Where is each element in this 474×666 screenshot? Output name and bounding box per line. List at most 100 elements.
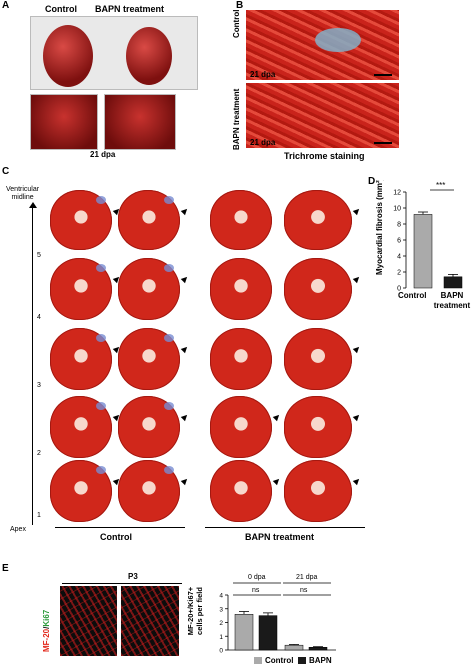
arrowhead-marker [180,476,190,486]
panel-d-chart: Myocardial fibrosis (mm²) 0 2 4 6 8 10 12 *** [375,180,463,293]
panel-c-level-3: 3 [37,382,41,389]
panel-d-y-axis: 0 2 4 6 8 10 12 [393,190,407,293]
panel-e-stain-green: Ki67 [42,609,51,627]
panel-a-control-label: Control [45,4,77,14]
y-tick-label: 2 [219,620,223,627]
y-tick-label: 4 [397,254,401,261]
y-tick-label: 10 [393,206,401,213]
y-tick-label: 0 [219,648,223,655]
panel-c-treatment-label: BAPN treatment [245,532,315,542]
arrowhead-marker [272,476,282,486]
y-tick-label: 0 [397,286,401,293]
arrowhead-marker [180,412,190,422]
panel-e-ns-0dpa: ns [252,587,260,594]
arrowhead-marker [352,274,362,284]
panel-e-p3-label: P3 [128,572,138,581]
arrowhead-marker [180,274,190,284]
panel-a-label: A [2,0,10,11]
panel-c-axis-line [32,205,33,525]
panel-d-ylabel: Myocardial fibrosis (mm²) [375,180,384,275]
y-tick-label: 8 [397,222,401,229]
heart-section [118,190,180,250]
panel-e-label: E [2,563,9,574]
bar [234,614,254,651]
panel-a-treatment-label: BAPN treatment [95,4,165,14]
panel-a-treatment-closeup [104,94,176,150]
heart-section [284,258,352,320]
heart-section [118,328,180,390]
heart-section [284,396,352,458]
panel-c-bottom-axis-label: Apex [10,526,26,533]
panel-d-label: D [368,176,376,187]
arrowhead-marker [352,344,362,354]
panel-d-xlabel-bapn: BAPN treatment [433,291,471,310]
panel-b-label: B [236,0,244,11]
heart-section [210,258,272,320]
heart-section [284,328,352,390]
panel-c-label: C [2,166,10,177]
panel-e-group-0dpa: 0 dpa [248,574,266,581]
panel-b-scale-bar-top [374,74,392,76]
bar [443,276,463,289]
bar [413,214,433,289]
legend-swatch-bapn [298,657,306,664]
panel-b-control-label: Control [232,9,241,38]
legend-control: Control [265,656,294,665]
panel-c-level-4: 4 [37,314,41,321]
panel-a-whole-hearts-photo [30,16,198,90]
panel-c-top-axis-label: Ventricular midline [6,186,40,201]
panel-c-level-1: 1 [37,512,41,519]
panel-e-stain-red: MF-20 [42,628,51,652]
bar [284,644,304,651]
panel-a-timepoint: 21 dpa [90,150,116,159]
legend-swatch-control [254,657,262,664]
heart-section [50,190,112,250]
bar [308,647,328,651]
heart-section [210,396,272,458]
heart-section [118,460,180,522]
panel-e-stain-label: MF-20/Ki67 [42,610,51,652]
panel-b-dpa-top: 21 dpa [250,70,276,79]
panel-e-image-control [60,586,117,656]
arrowhead-marker [272,412,282,422]
panel-b-control-image [246,10,399,80]
arrowhead-marker [352,476,362,486]
arrowhead-marker [180,206,190,216]
y-tick-label: 1 [219,634,223,641]
heart-section [50,328,112,390]
panel-c-control-label: Control [100,532,132,542]
y-tick-label: 2 [397,270,401,277]
heart-section [210,460,272,522]
panel-e-group-21dpa: 21 dpa [296,574,318,581]
heart-section [210,190,272,250]
panel-d-xlabel-control: Control [398,291,427,300]
y-tick-label: 4 [219,593,223,600]
heart-section [50,258,112,320]
heart-section [118,396,180,458]
panel-b-scale-bar-bottom [374,142,392,144]
heart-section [210,328,272,390]
panel-e-chart: 0 1 2 3 4 0 dpa ns 21 dpa ns [219,574,336,655]
panel-c-treatment-bracket [205,527,365,528]
arrowhead-marker [352,206,362,216]
arrowhead-marker [180,344,190,354]
panel-b-treatment-image [246,83,399,148]
y-tick-label: 12 [393,190,401,197]
legend-bapn: BAPN [309,656,332,665]
panel-c-level-2: 2 [37,450,41,457]
y-tick-label: 3 [219,606,223,613]
panel-c-level-5: 5 [37,252,41,259]
panel-e-ns-21dpa: ns [300,587,308,594]
panel-b-caption: Trichrome staining [284,151,365,161]
panel-e-bars [234,611,328,651]
heart-section [284,190,352,250]
arrowhead-marker [352,412,362,422]
panel-a-control-closeup [30,94,98,150]
panel-b-dpa-bottom: 21 dpa [250,138,276,147]
panel-c-axis-arrow [29,202,37,208]
panel-c-control-bracket [55,527,185,528]
heart-section [50,460,112,522]
panel-b-treatment-label: BAPN treatment [232,88,241,150]
heart-section [284,460,352,522]
bar [258,615,278,651]
